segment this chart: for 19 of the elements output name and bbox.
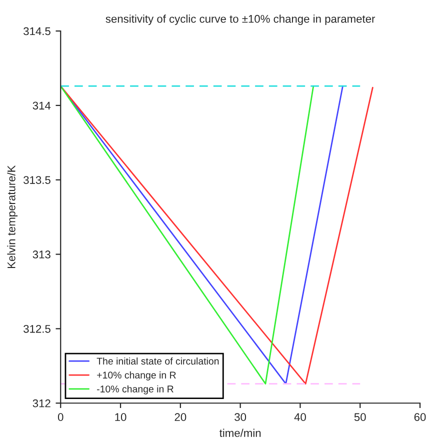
y-tick-label: 312.5 [24, 324, 50, 333]
legend-label: +10% change in R [97, 371, 176, 380]
y-tick-label: 314 [32, 102, 51, 110]
y-axis-title: Kelvin temperature/K [7, 165, 18, 268]
x-tick-label: 60 [414, 413, 426, 422]
y-tick-label: 313 [32, 250, 50, 258]
x-tick-label: 20 [174, 413, 186, 422]
x-tick-label: 50 [354, 413, 366, 422]
y-tick-label: 312 [32, 399, 50, 408]
x-tick-label: 0 [58, 413, 64, 422]
chart-title: sensitivity of cyclic curve to ±10% change in parameter [106, 14, 376, 25]
legend-label: -10% change in R [97, 385, 174, 394]
legend-label: The initial state of circulation [96, 357, 219, 365]
x-tick-label: 30 [234, 413, 246, 422]
y-tick-label: 313.5 [24, 176, 50, 184]
y-tick-label: 314.5 [24, 27, 50, 36]
x-tick-label: 10 [115, 413, 126, 422]
x-tick-label: 40 [294, 413, 306, 422]
x-axis-title: time/min [219, 428, 261, 437]
